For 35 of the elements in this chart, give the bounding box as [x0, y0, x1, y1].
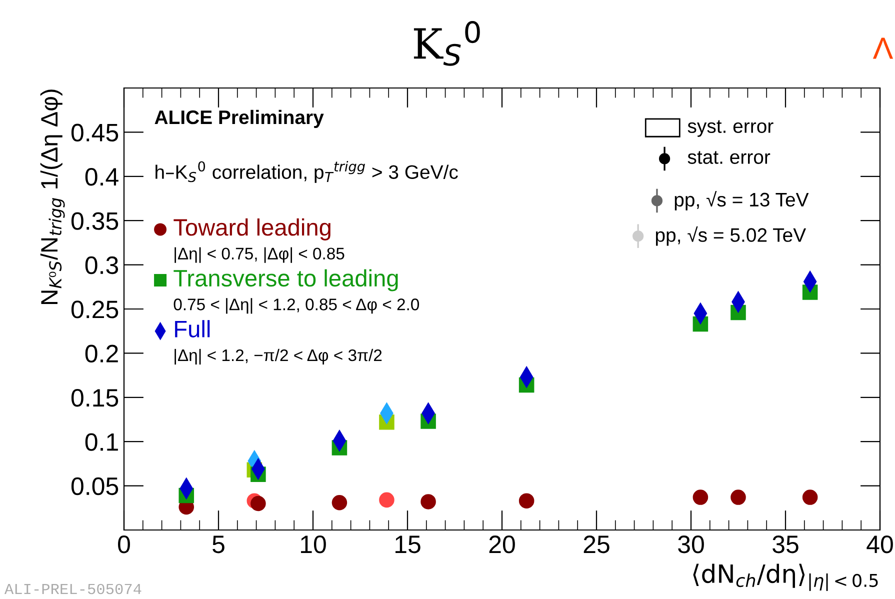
- x-tick-label: 15: [396, 536, 420, 554]
- y-tick-label: 0.4: [85, 168, 118, 186]
- y-tick-label: 0.2: [85, 344, 118, 363]
- y-tick-label: 0.35: [71, 212, 118, 230]
- annotation: pp, √s = 5.02 TeV: [656, 226, 806, 246]
- x-tick-label: 20: [489, 536, 515, 554]
- x-tick-label: 10: [301, 536, 326, 554]
- annotation: stat. error: [688, 151, 770, 164]
- annotation: pp, √s = 13 TeV: [674, 191, 809, 210]
- annotation: ALICE Preliminary: [154, 110, 324, 128]
- annotation: |Δη| < 0.75, |Δφ| < 0.85: [174, 247, 344, 263]
- x-axis-title: ⟨dN$_{ch}$/dη⟩$_{|η|<0.5}$: [693, 564, 878, 591]
- legend-label: Full: [175, 320, 210, 338]
- legend-label: Toward leading: [174, 218, 330, 240]
- annotation: syst. error: [688, 120, 774, 137]
- chart-title: K$_{S}$$^{0}$: [414, 21, 480, 66]
- y-tick-label: 0.25: [71, 300, 118, 318]
- x-tick-label: 0: [118, 536, 130, 554]
- y-tick-label: 0.15: [71, 389, 118, 407]
- x-tick-label: 30: [678, 536, 704, 554]
- x-tick-label: 5: [212, 536, 224, 554]
- y-tick-label: 0.1: [85, 433, 118, 451]
- legend-label: Transverse to leading: [174, 269, 398, 292]
- x-tick-label: 40: [866, 536, 893, 554]
- text: ALI-PREL-505074: [4, 584, 142, 594]
- annotation: |Δη| < 1.2, −π/2 < Δφ < 3π/2: [174, 348, 382, 365]
- y-axis-title: N$_{K⁰S}$/N$_{trigg}$ 1/(Δη Δφ): [40, 90, 65, 304]
- y-tick-label: 0.45: [71, 124, 118, 142]
- x-tick-label: 35: [772, 536, 798, 554]
- annotation: h–K$_{S}$$^{0}$ correlation, p$_{T}$$^{trigg}$ > 3 GeV/c: [156, 160, 458, 183]
- y-tick-label: 0.3: [85, 256, 118, 274]
- text: Λ: [872, 38, 894, 59]
- annotation: 0.75 < |Δη| < 1.2, 0.85 < Δφ < 2.0: [174, 298, 420, 314]
- y-tick-label: 0.05: [71, 477, 118, 496]
- x-tick-label: 25: [584, 536, 610, 554]
